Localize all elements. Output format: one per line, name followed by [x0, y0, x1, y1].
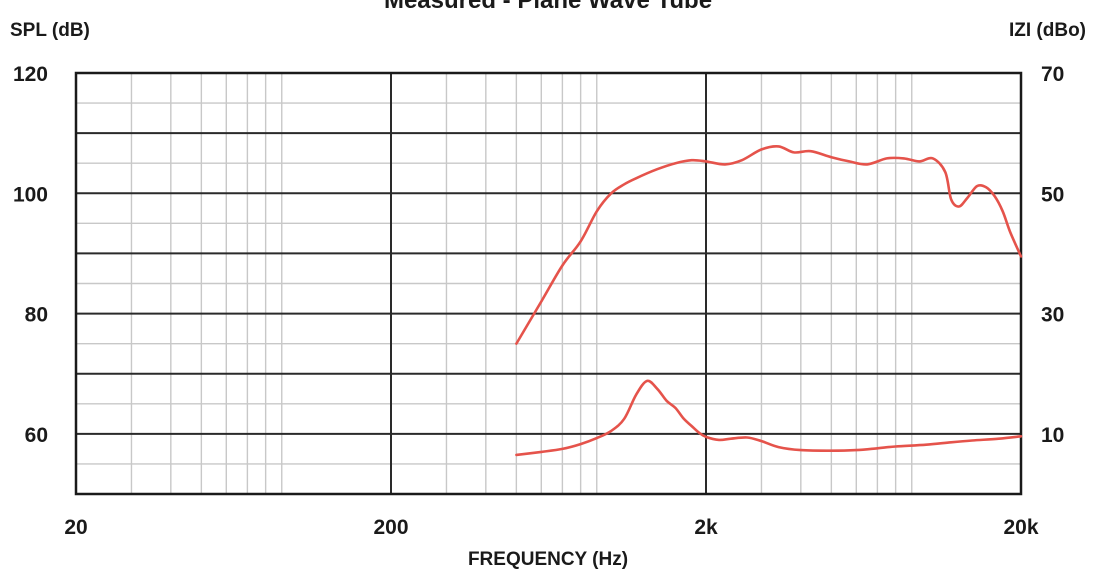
x-axis-label: FREQUENCY (Hz)	[468, 549, 628, 570]
x-tick-label: 200	[373, 516, 408, 539]
x-tick-label: 20k	[1003, 516, 1038, 539]
chart-title: Measured - Plane Wave Tube	[384, 0, 712, 14]
spl-response-curve	[515, 144, 1023, 345]
plot-frame	[74, 71, 1023, 496]
right-y-tick-label: 50	[1041, 183, 1064, 206]
left-axis-unit-label: SPL (dB)	[10, 20, 90, 41]
minor-grid	[76, 73, 1021, 494]
impedance-curve	[515, 379, 1023, 457]
right-axis-unit-label: IZI (dBo)	[1009, 20, 1086, 41]
tick-labels: 20 200 2k 20k 120 100 80 60 70 50 30 10	[13, 63, 1064, 539]
left-y-tick-label: 120	[13, 63, 48, 86]
right-y-tick-label: 70	[1041, 63, 1064, 86]
left-y-tick-label: 80	[25, 304, 48, 327]
x-tick-label: 20	[64, 516, 87, 539]
left-y-tick-label: 100	[13, 183, 48, 206]
right-y-tick-label: 10	[1041, 424, 1064, 447]
right-y-tick-label: 30	[1041, 304, 1064, 327]
x-tick-label: 2k	[694, 516, 718, 539]
left-y-tick-label: 60	[25, 424, 48, 447]
major-grid	[76, 73, 1021, 494]
data-curves	[515, 144, 1023, 457]
